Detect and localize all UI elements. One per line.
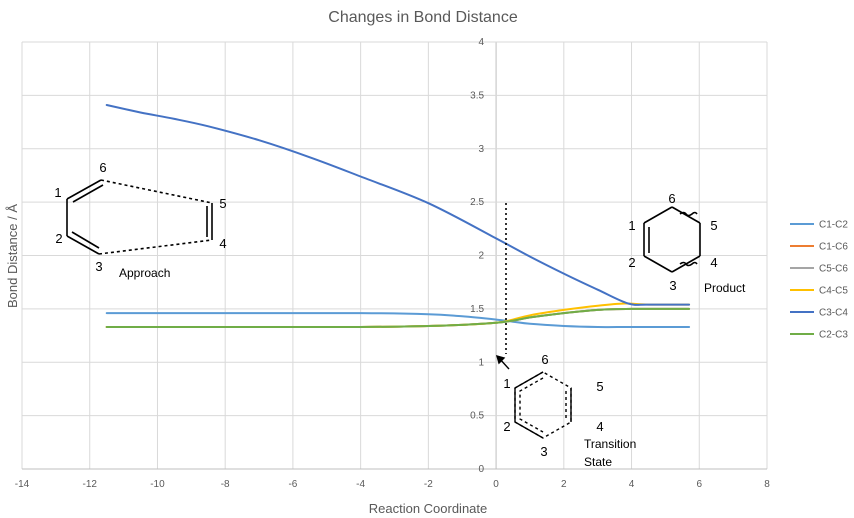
- transition-atom-5: 5: [596, 379, 603, 394]
- approach-bond-2-3-double: [71, 231, 100, 249]
- x-tick-label: -10: [150, 479, 165, 490]
- series-lines: [105, 104, 691, 329]
- transition-partial-bonds: [519, 377, 544, 433]
- x-tick-label: -8: [221, 479, 230, 490]
- product-atom-3: 3: [669, 278, 676, 293]
- approach-bond-6-1-double: [72, 184, 104, 203]
- x-tick-label: -4: [356, 479, 365, 490]
- y-tick-label: 0.5: [470, 411, 484, 422]
- transition-arrow-head: [495, 354, 506, 365]
- transition-bond-2-3: [514, 421, 544, 439]
- product-bond-2-3: [643, 255, 673, 273]
- x-tick-label: 8: [764, 479, 770, 490]
- y-tick-label: 4: [479, 37, 485, 48]
- y-axis-label: Bond Distance / Å: [5, 204, 20, 308]
- product-atom-4: 4: [710, 255, 717, 270]
- approach-label: Approach: [119, 266, 170, 280]
- y-tick-label: 3: [479, 144, 485, 155]
- transition-atom-3: 3: [540, 444, 547, 459]
- transition-atom-6: 6: [541, 352, 548, 367]
- product-bond-6-1: [643, 206, 673, 224]
- x-tick-label: 2: [561, 479, 567, 490]
- y-tick-label: 3.5: [470, 90, 484, 101]
- approach-atom-4: 4: [219, 236, 226, 251]
- approach-forming-bond-3-4: [98, 239, 213, 255]
- transition-atom-2: 2: [503, 419, 510, 434]
- product-atom-6: 6: [668, 191, 675, 206]
- legend-label: C4-C5: [819, 286, 848, 297]
- series-line-c3-c4: [105, 104, 691, 306]
- approach-bond-6-1: [66, 179, 102, 200]
- x-tick-label: -14: [15, 479, 30, 490]
- legend-label: C2-C3: [819, 330, 848, 341]
- y-tick-labels: 0 0.5 1 1.5 2 2.5 3 3.5 4: [470, 37, 484, 475]
- x-tick-label: 0: [493, 479, 499, 490]
- chart-title: Changes in Bond Distance: [328, 9, 518, 26]
- x-tick-labels: -14 -12 -10 -8 -6 -4 -2 0 2 4 6 8: [15, 479, 770, 490]
- transition-atom-4: 4: [596, 419, 603, 434]
- product-label: Product: [704, 281, 746, 295]
- product-atom-1: 1: [628, 218, 635, 233]
- approach-atom-6: 6: [99, 160, 106, 175]
- x-axis-label: Reaction Coordinate: [369, 501, 488, 516]
- y-tick-label: 1.5: [470, 304, 484, 315]
- product-structure: [643, 206, 701, 273]
- legend-label: C1-C2: [819, 220, 848, 231]
- product-atom-2: 2: [628, 255, 635, 270]
- series-line-c1-c2: [105, 312, 691, 329]
- transition-label-line1: Transition: [584, 437, 636, 451]
- approach-atom-2: 2: [55, 231, 62, 246]
- legend: C1-C2 C1-C6 C5-C6 C4-C5 C3-C4 C2-C3: [790, 220, 848, 341]
- x-tick-label: -12: [83, 479, 98, 490]
- legend-label: C1-C6: [819, 242, 848, 253]
- x-tick-label: 4: [629, 479, 635, 490]
- transition-bond-6-1: [514, 371, 544, 389]
- approach-atom-3: 3: [95, 259, 102, 274]
- product-atom-5: 5: [710, 218, 717, 233]
- x-tick-label: -2: [424, 479, 433, 490]
- y-tick-label: 1: [479, 357, 485, 368]
- approach-atom-5: 5: [219, 196, 226, 211]
- product-wavy-bond-3-4: [679, 261, 698, 267]
- y-tick-label: 2: [479, 251, 485, 262]
- legend-label: C3-C4: [819, 308, 848, 319]
- approach-structure: [66, 179, 213, 255]
- y-tick-label: 0: [479, 464, 485, 475]
- transition-atom-1: 1: [503, 376, 510, 391]
- x-tick-label: 6: [696, 479, 702, 490]
- gridlines: [21, 41, 768, 470]
- x-tick-label: -6: [288, 479, 297, 490]
- approach-atom-1: 1: [54, 185, 61, 200]
- approach-bond-2-3: [66, 235, 100, 255]
- transition-structure: [495, 354, 572, 439]
- product-wavy-bond-6-5: [679, 211, 698, 217]
- series-line-c2-c3: [105, 307, 691, 329]
- legend-label: C5-C6: [819, 264, 848, 275]
- transition-label-line2: State: [584, 455, 612, 469]
- approach-forming-bond-6-5: [100, 179, 213, 204]
- y-tick-label: 2.5: [470, 197, 484, 208]
